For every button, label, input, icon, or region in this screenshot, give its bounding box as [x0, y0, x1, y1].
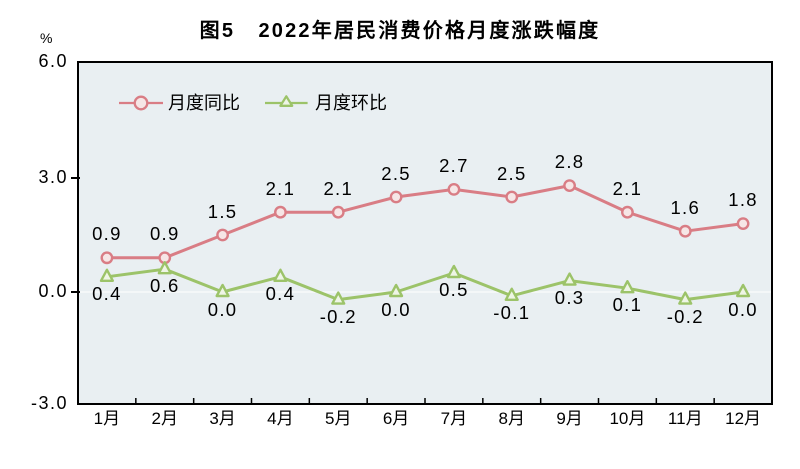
svg-text:2.5: 2.5: [497, 163, 527, 184]
svg-text:0.0: 0.0: [381, 299, 411, 320]
svg-text:1.5: 1.5: [208, 201, 238, 222]
svg-text:0.1: 0.1: [613, 294, 643, 315]
svg-text:1.6: 1.6: [670, 197, 700, 218]
svg-text:7月: 7月: [441, 409, 467, 428]
svg-text:3月: 3月: [209, 409, 235, 428]
svg-text:-0.1: -0.1: [493, 302, 530, 323]
svg-text:2.7: 2.7: [439, 155, 469, 176]
svg-text:6月: 6月: [383, 409, 409, 428]
svg-text:6.0: 6.0: [38, 51, 68, 71]
svg-text:5月: 5月: [325, 409, 351, 428]
svg-text:0.9: 0.9: [150, 223, 180, 244]
svg-text:4月: 4月: [267, 409, 293, 428]
svg-text:3.0: 3.0: [38, 167, 68, 187]
svg-text:0.5: 0.5: [439, 279, 469, 300]
svg-text:-0.2: -0.2: [667, 306, 704, 327]
svg-text:0.0: 0.0: [208, 299, 238, 320]
svg-text:2.8: 2.8: [555, 151, 585, 172]
svg-text:0.0: 0.0: [728, 299, 758, 320]
svg-text:2.5: 2.5: [381, 163, 411, 184]
svg-text:2.1: 2.1: [323, 178, 353, 199]
svg-text:0.9: 0.9: [92, 223, 122, 244]
svg-text:0.4: 0.4: [266, 283, 296, 304]
svg-text:1.8: 1.8: [728, 189, 758, 210]
svg-text:-0.2: -0.2: [320, 306, 357, 327]
svg-text:11月: 11月: [668, 409, 703, 428]
svg-text:10月: 10月: [609, 409, 645, 428]
svg-text:0.0: 0.0: [38, 281, 68, 301]
svg-text:月度同比: 月度同比: [168, 93, 240, 113]
svg-text:月度环比: 月度环比: [315, 93, 387, 113]
svg-text:0.6: 0.6: [150, 275, 180, 296]
svg-text:2月: 2月: [152, 409, 178, 428]
svg-text:8月: 8月: [499, 409, 525, 428]
svg-text:2.1: 2.1: [613, 178, 643, 199]
svg-text:0.3: 0.3: [555, 287, 585, 308]
svg-text:-3.0: -3.0: [31, 393, 68, 413]
svg-text:12月: 12月: [725, 409, 761, 428]
svg-text:1月: 1月: [94, 409, 120, 428]
svg-text:2.1: 2.1: [266, 178, 296, 199]
svg-text:9月: 9月: [556, 409, 582, 428]
svg-text:0.4: 0.4: [92, 283, 122, 304]
